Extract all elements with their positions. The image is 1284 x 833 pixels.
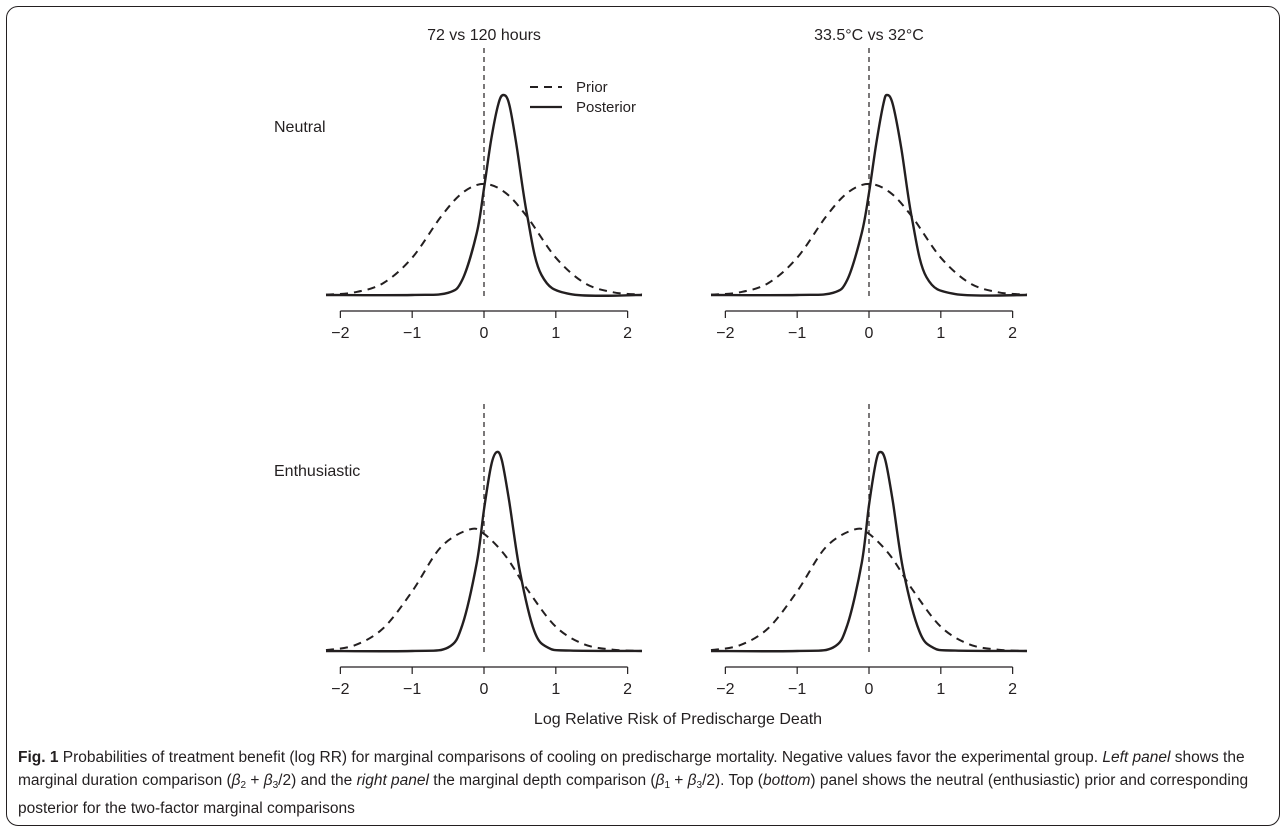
caption-subscript: 3 bbox=[272, 780, 279, 791]
figure-caption: Fig. 1 Probabilities of treatment benefi… bbox=[18, 746, 1268, 820]
series-prior-line bbox=[325, 527, 643, 652]
series-posterior-line bbox=[710, 93, 1028, 297]
chart-panel-bottom-right: −2 −1 0 1 2 bbox=[710, 404, 1028, 698]
x-tick-label: 0 bbox=[480, 681, 489, 698]
caption-beta: β bbox=[655, 772, 665, 789]
caption-subscript: 2 bbox=[240, 780, 247, 791]
x-tick-label: −1 bbox=[788, 681, 806, 698]
chart-panel-top-right: −2 −1 0 1 2 bbox=[710, 48, 1028, 342]
row-label-neutral: Neutral bbox=[274, 119, 326, 136]
x-tick-label: 0 bbox=[480, 325, 489, 342]
caption-beta: β bbox=[231, 772, 241, 789]
caption-plus: + bbox=[670, 772, 688, 789]
x-tick-label: 1 bbox=[936, 681, 945, 698]
x-tick-label: 2 bbox=[1008, 681, 1017, 698]
caption-right-panel: right panel bbox=[356, 772, 429, 789]
legend: Prior Posterior bbox=[530, 79, 636, 116]
row-label-enthusiastic: Enthusiastic bbox=[274, 463, 360, 480]
x-tick-label: 0 bbox=[865, 325, 874, 342]
x-axis-label: Log Relative Risk of Predischarge Death bbox=[534, 711, 822, 728]
caption-text-2: shows the marginal duration comparison ( bbox=[18, 749, 1245, 789]
x-tick-label: 1 bbox=[551, 325, 560, 342]
caption-text-3: /2) and the bbox=[278, 772, 357, 789]
series-prior-line bbox=[710, 527, 1028, 652]
caption-beta: β bbox=[687, 772, 697, 789]
caption-bottom: bottom bbox=[762, 772, 811, 789]
caption-subscript: 1 bbox=[664, 780, 670, 791]
series-posterior-line bbox=[710, 450, 1028, 653]
caption-text-6: ) panel shows the neutral (enthusiastic)… bbox=[18, 772, 1249, 817]
caption-plus: + bbox=[246, 772, 264, 789]
x-tick-label: −2 bbox=[716, 325, 734, 342]
x-tick-label: 1 bbox=[551, 681, 560, 698]
x-tick-label: −1 bbox=[403, 681, 421, 698]
caption-beta: β bbox=[263, 772, 273, 789]
legend-prior-label: Prior bbox=[576, 79, 608, 96]
column-title-left: 72 vs 120 hours bbox=[427, 27, 541, 44]
legend-posterior-label: Posterior bbox=[576, 99, 636, 116]
x-tick-label: 2 bbox=[623, 681, 632, 698]
series-posterior-line bbox=[325, 93, 643, 298]
x-tick-label: 0 bbox=[865, 681, 874, 698]
x-tick-label: −1 bbox=[403, 325, 421, 342]
x-tick-label: 1 bbox=[936, 325, 945, 342]
caption-label: Fig. 1 bbox=[18, 749, 59, 766]
x-tick-label: 2 bbox=[1008, 325, 1017, 342]
chart-panel-bottom-left: −2 −1 0 1 2 bbox=[325, 404, 643, 698]
x-tick-label: −2 bbox=[716, 681, 734, 698]
caption-text-4: the marginal depth comparison ( bbox=[428, 772, 656, 789]
x-tick-label: −1 bbox=[788, 325, 806, 342]
chart-panel-top-left: −2 −1 0 1 2 bbox=[325, 48, 643, 342]
series-prior-line bbox=[710, 182, 1028, 296]
caption-left-panel: Left panel bbox=[1102, 749, 1171, 766]
x-tick-label: −2 bbox=[331, 681, 349, 698]
series-posterior-line bbox=[325, 450, 643, 653]
column-title-right: 33.5°C vs 32°C bbox=[814, 27, 924, 44]
x-tick-label: 2 bbox=[623, 325, 632, 342]
figure-plots: 72 vs 120 hours 33.5°C vs 32°C Neutral E… bbox=[274, 27, 1028, 728]
x-tick-label: −2 bbox=[331, 325, 349, 342]
caption-text-1: Probabilities of treatment benefit (log … bbox=[58, 749, 1103, 766]
figure-frame bbox=[6, 6, 1280, 826]
chart-panels: −2 −1 0 1 2 −2 −1 0 1 2 −2 −1 0 1 2 −2 −1 0 1 2 bbox=[325, 48, 1028, 698]
caption-subscript: 3 bbox=[696, 780, 703, 791]
caption-text-5: /2). Top ( bbox=[702, 772, 763, 789]
